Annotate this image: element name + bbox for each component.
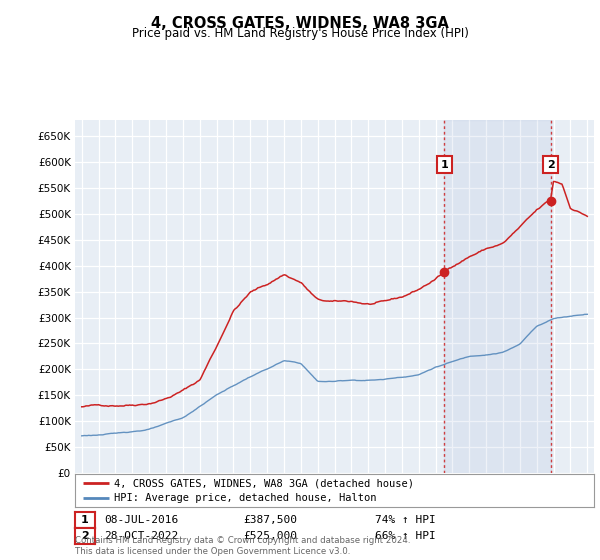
- Bar: [445, 120, 551, 473]
- Text: HPI: Average price, detached house, Halton: HPI: Average price, detached house, Halt…: [114, 493, 376, 503]
- Text: 2: 2: [81, 531, 89, 541]
- Text: 2: 2: [547, 160, 554, 170]
- Text: 28-OCT-2022: 28-OCT-2022: [104, 531, 178, 541]
- Text: 74% ↑ HPI: 74% ↑ HPI: [375, 515, 436, 525]
- Text: 4, CROSS GATES, WIDNES, WA8 3GA (detached house): 4, CROSS GATES, WIDNES, WA8 3GA (detache…: [114, 478, 414, 488]
- Text: 4, CROSS GATES, WIDNES, WA8 3GA: 4, CROSS GATES, WIDNES, WA8 3GA: [151, 16, 449, 31]
- Text: 1: 1: [440, 160, 448, 170]
- Text: £525,000: £525,000: [243, 531, 297, 541]
- Text: Contains HM Land Registry data © Crown copyright and database right 2024.
This d: Contains HM Land Registry data © Crown c…: [75, 536, 410, 556]
- Text: 66% ↑ HPI: 66% ↑ HPI: [375, 531, 436, 541]
- Text: 1: 1: [81, 515, 89, 525]
- Text: £387,500: £387,500: [243, 515, 297, 525]
- Text: Price paid vs. HM Land Registry's House Price Index (HPI): Price paid vs. HM Land Registry's House …: [131, 27, 469, 40]
- Text: 08-JUL-2016: 08-JUL-2016: [104, 515, 178, 525]
